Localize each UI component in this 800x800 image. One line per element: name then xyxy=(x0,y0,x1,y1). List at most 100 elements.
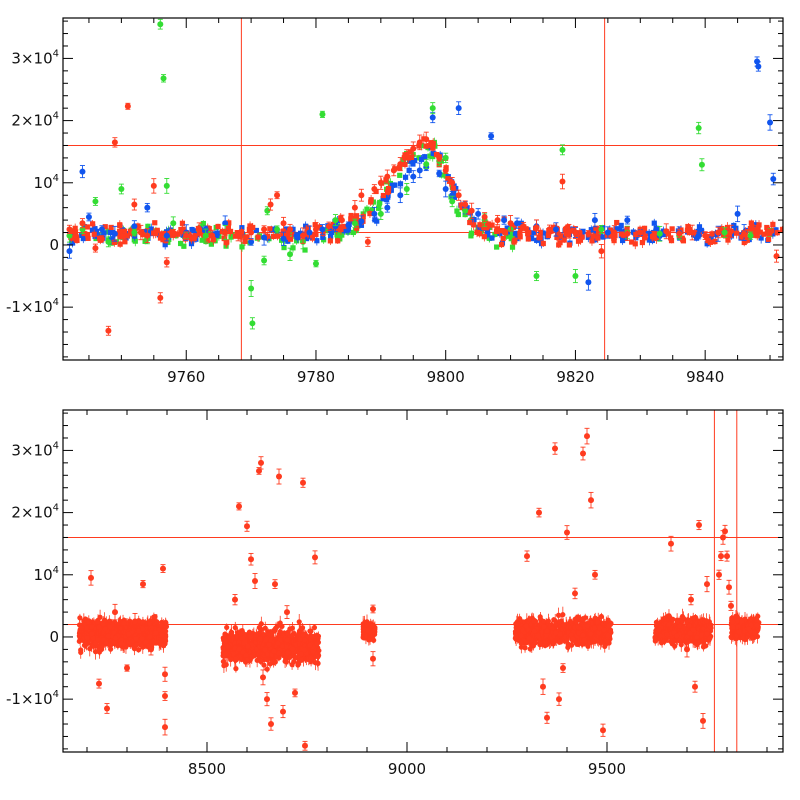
data-point-red xyxy=(754,233,760,239)
data-point-0 xyxy=(162,628,168,634)
data-point-red xyxy=(90,221,96,227)
data-point-0 xyxy=(148,625,154,631)
data-point-green xyxy=(416,155,422,161)
data-point-red xyxy=(557,233,564,239)
data-point-0 xyxy=(153,634,160,641)
data-point-red xyxy=(712,238,718,245)
data-point-red xyxy=(408,154,415,161)
data-point-0 xyxy=(102,626,108,632)
x-tick-label: 9800 xyxy=(427,368,465,386)
data-point-blue xyxy=(392,182,398,188)
data-point-green xyxy=(559,146,566,153)
data-point-red xyxy=(494,217,501,224)
data-point-red xyxy=(446,178,453,184)
data-point-red xyxy=(526,229,532,236)
data-point-red xyxy=(383,177,389,183)
data-point-red xyxy=(215,223,221,230)
data-point-blue xyxy=(430,150,436,156)
data-point-red xyxy=(590,233,596,239)
data-point-blue xyxy=(320,234,326,240)
data-point-0 xyxy=(94,619,100,625)
data-point-1 xyxy=(244,657,250,663)
data-point-red xyxy=(537,229,543,235)
data-point-blue xyxy=(345,222,352,229)
data-point-red xyxy=(335,238,341,244)
data-point-blue xyxy=(755,63,762,70)
data-point-red xyxy=(489,222,495,228)
data-point-red xyxy=(403,151,410,158)
data-point-red xyxy=(607,227,614,233)
data-point-red xyxy=(765,236,772,242)
data-point-red xyxy=(676,230,683,237)
data-point-red xyxy=(158,231,165,237)
data-point-blue xyxy=(512,230,519,236)
data-point-red xyxy=(358,192,365,199)
data-point-green xyxy=(181,243,187,249)
data-point-red xyxy=(773,253,780,260)
data-point-1 xyxy=(233,666,239,672)
data-point-blue xyxy=(662,232,668,238)
data-point-red xyxy=(183,232,190,239)
data-point-blue xyxy=(758,235,764,241)
data-point-red xyxy=(598,248,605,255)
data-point-green xyxy=(721,229,728,236)
data-point-red xyxy=(564,225,570,232)
y-tick-label: 104 xyxy=(34,173,59,192)
data-point-red xyxy=(66,226,73,233)
data-point-green xyxy=(508,236,514,242)
data-point-green xyxy=(142,238,148,244)
data-point-red xyxy=(397,161,404,168)
data-point-red xyxy=(416,139,423,146)
data-point-red xyxy=(250,224,256,231)
data-point-red xyxy=(305,225,311,231)
data-point-green xyxy=(281,244,287,251)
data-point-0 xyxy=(107,624,113,630)
data-point-red xyxy=(608,233,615,239)
data-point-red xyxy=(401,155,407,161)
data-point-red xyxy=(724,224,731,231)
data-point-red xyxy=(287,226,294,233)
data-point-red xyxy=(510,224,516,230)
data-point-green xyxy=(695,125,702,132)
data-point-1 xyxy=(282,658,288,664)
data-point-blue xyxy=(449,192,456,199)
data-point-red xyxy=(561,237,567,243)
data-point-0 xyxy=(103,639,109,646)
data-point-red xyxy=(121,228,128,234)
data-point-0 xyxy=(140,626,146,632)
data-point-red xyxy=(320,230,326,236)
data-point-red xyxy=(455,192,462,199)
data-point-green xyxy=(166,236,172,242)
data-point-red xyxy=(707,239,714,245)
data-point-red xyxy=(770,221,776,228)
data-point-blue xyxy=(293,232,300,239)
data-point-0 xyxy=(83,625,89,631)
data-point-blue xyxy=(402,174,409,180)
data-point-blue xyxy=(107,229,113,236)
data-point-blue xyxy=(592,237,598,243)
data-point-0 xyxy=(89,624,95,630)
data-point-red xyxy=(499,241,505,248)
data-point-blue xyxy=(385,194,391,200)
data-point-red xyxy=(715,229,722,236)
data-point-green xyxy=(397,172,403,178)
data-point-red xyxy=(537,235,543,241)
data-point-red xyxy=(85,232,91,238)
data-point-red xyxy=(242,238,248,244)
data-point-0 xyxy=(163,620,169,626)
data-point-red xyxy=(72,232,79,239)
data-point-0 xyxy=(87,646,93,652)
data-point-red xyxy=(520,223,527,230)
data-point-green xyxy=(369,207,376,213)
data-point-green xyxy=(377,199,383,206)
data-point-blue xyxy=(451,194,457,200)
data-point-green xyxy=(239,244,245,250)
data-point-blue xyxy=(341,228,348,234)
data-point-0 xyxy=(81,618,87,624)
data-point-green xyxy=(494,244,500,250)
data-point-red xyxy=(436,154,443,161)
data-point-green xyxy=(302,247,308,253)
data-point-0 xyxy=(90,635,96,641)
data-point-red xyxy=(117,228,123,235)
